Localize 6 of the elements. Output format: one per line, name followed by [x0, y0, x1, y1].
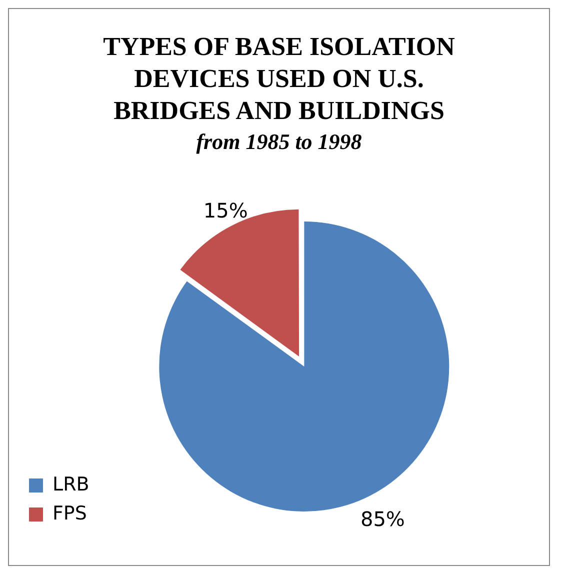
legend-label: LRB [52, 473, 90, 496]
chart-title: TYPES OF BASE ISOLATION DEVICES USED ON U.S. BRIDGES AND BUILDINGS [102, 31, 456, 127]
data-label: 85% [360, 506, 405, 531]
data-label: 15% [203, 198, 248, 223]
chart-subtitle: from 1985 to 1998 [195, 129, 363, 155]
legend-label: FPS [52, 502, 87, 524]
